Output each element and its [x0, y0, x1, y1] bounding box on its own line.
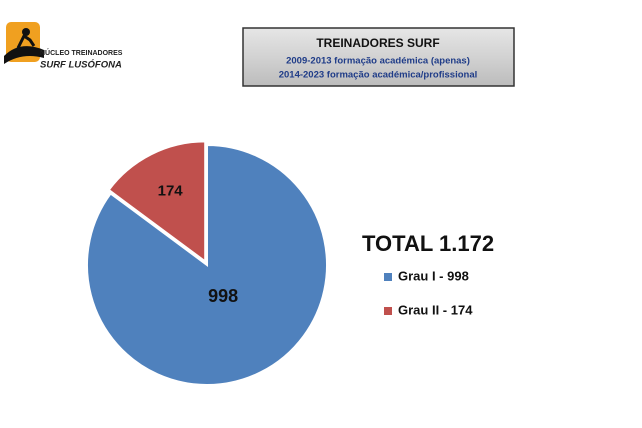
legend-swatch	[384, 273, 392, 281]
logo-wave	[4, 46, 44, 64]
title-box	[242, 27, 515, 87]
subtitle: 2009-2013 formação académica (apenas)	[286, 56, 470, 67]
logo-line: NÚCLEO TREINADORES	[40, 48, 123, 57]
total-annotation: TOTAL 1.172	[362, 231, 494, 256]
logo-line: SURF LUSÓFONA	[40, 59, 122, 71]
data-label: 998	[208, 286, 238, 306]
legend-label: Grau II - 174	[398, 302, 473, 317]
pie-slice	[107, 140, 207, 264]
logo-surfer	[22, 28, 30, 36]
pie-slice	[86, 143, 328, 386]
chart-title: TREINADORES SURF	[316, 36, 439, 50]
subtitle: 2014-2023 formação académica/profissiona…	[279, 70, 478, 81]
data-label: 174	[158, 183, 184, 200]
legend-label: Grau I - 998	[398, 268, 469, 283]
legend-swatch	[384, 307, 392, 315]
logo: NÚCLEO TREINADORES SURF LUSÓFONA	[4, 22, 123, 71]
logo-surfer-body	[16, 33, 36, 49]
